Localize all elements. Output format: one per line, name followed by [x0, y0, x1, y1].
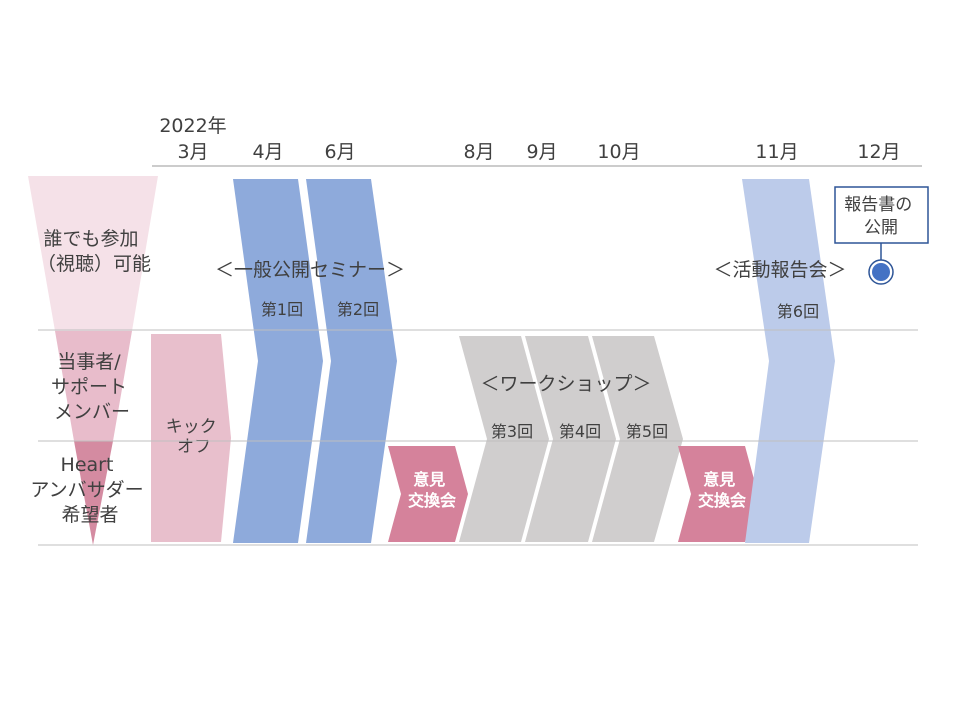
funnel-members-segment	[55, 331, 132, 441]
report-publish-marker	[872, 263, 890, 281]
month-label-sep: 9月	[526, 141, 557, 163]
row-label-members: 当事者/ サポート メンバー	[51, 351, 133, 423]
month-label-aug: 8月	[463, 141, 494, 163]
seminar-2-chevron	[306, 179, 397, 543]
seminar-title: ＜一般公開セミナー＞	[215, 259, 405, 281]
month-label-mar: 3月	[177, 141, 208, 163]
month-label-dec: 12月	[857, 141, 900, 163]
exchange-2-label: 意見 交換会	[698, 470, 746, 510]
workshop-3-chevron	[459, 336, 549, 542]
kickoff-label: キック オフ	[166, 417, 222, 457]
seminar-2-label: 第2回	[337, 300, 379, 319]
workshop-4-chevron	[525, 336, 616, 542]
funnel-heart-segment	[74, 441, 113, 545]
kickoff-shape	[151, 334, 231, 542]
report-meeting-title: ＜活動報告会＞	[713, 259, 846, 281]
year-label: 2022年	[159, 115, 226, 137]
month-label-oct: 10月	[597, 141, 640, 163]
month-label-nov: 11月	[755, 141, 798, 163]
month-label-apr: 4月	[252, 141, 283, 163]
report-publish-box	[834, 186, 929, 244]
seminar-1-label: 第1回	[261, 300, 303, 319]
workshop-5-label: 第5回	[626, 422, 668, 441]
seminar-1-chevron	[233, 179, 323, 543]
workshop-4-label: 第4回	[559, 422, 601, 441]
report-meeting-6-label: 第6回	[777, 302, 819, 321]
row-label-heart: Heart アンバサダー 希望者	[30, 454, 149, 526]
row-label-public: 誰でも参加 （視聴）可能	[37, 228, 151, 275]
workshop-title: ＜ワークショップ＞	[480, 373, 651, 395]
workshop-5-chevron	[592, 336, 683, 542]
workshop-3-label: 第3回	[491, 422, 533, 441]
report-meeting-chevron	[742, 179, 835, 543]
month-label-jun: 6月	[324, 141, 355, 163]
report-publish-label: 報告書の 公開	[844, 195, 917, 238]
exchange-2-shape	[678, 446, 758, 542]
funnel-public-segment	[28, 176, 158, 331]
exchange-1-label: 意見 交換会	[408, 470, 456, 510]
exchange-1-shape	[388, 446, 468, 542]
